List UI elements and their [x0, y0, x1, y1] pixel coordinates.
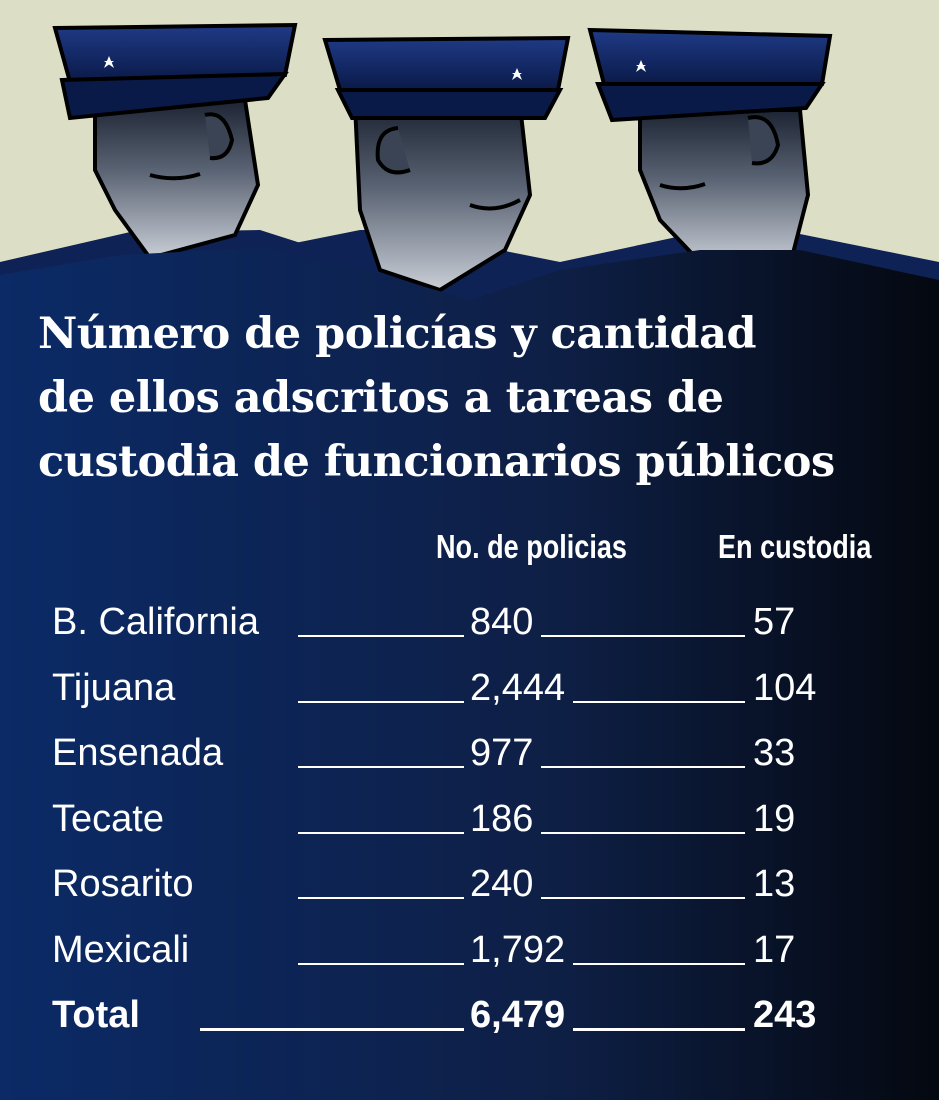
leader-line [298, 635, 464, 637]
row-label: Rosarito [52, 863, 194, 905]
police-officers-illustration [0, 22, 939, 330]
badge-icon [512, 68, 522, 80]
value-custodia: 104 [753, 666, 817, 709]
chart-title: Número de policías y cantidad de ellos a… [38, 302, 928, 494]
leader-line [298, 897, 464, 899]
table-row: Mexicali 1,792 17 [0, 925, 939, 975]
leader-line [298, 700, 464, 703]
value-custodia: 19 [753, 797, 796, 840]
table-row: Tecate 186 19 [0, 794, 939, 844]
row-label: B. California [52, 601, 259, 643]
row-label: Ensenada [52, 732, 224, 774]
badge-icon [636, 60, 646, 72]
leader-line [573, 1028, 745, 1031]
leader-line [298, 962, 464, 965]
row-label: Total [52, 994, 140, 1036]
leader-line [298, 831, 464, 834]
value-custodia: 243 [753, 994, 817, 1036]
leader-line [541, 766, 745, 768]
value-policias: 186 [470, 797, 534, 840]
value-policias: 2,444 [470, 666, 566, 709]
leader-line [541, 897, 745, 899]
value-custodia: 33 [753, 732, 796, 774]
row-label: Mexicali [52, 928, 190, 971]
row-label: Tijuana [52, 666, 176, 709]
value-custodia: 17 [753, 928, 796, 971]
value-policias: 6,479 [470, 994, 566, 1036]
column-header-custodia: En custodia [718, 528, 872, 565]
value-policias: 240 [470, 863, 534, 905]
table-row: Rosarito 240 13 [0, 859, 939, 909]
total-row: Total 6,479 243 [0, 990, 939, 1040]
title-line: Número de policías y cantidad [38, 309, 757, 359]
value-policias: 977 [470, 732, 534, 774]
table-row: B. California 840 57 [0, 597, 939, 647]
row-label: Tecate [52, 797, 164, 840]
leader-line [541, 635, 745, 637]
value-policias: 1,792 [470, 928, 566, 971]
leader-line [200, 1028, 464, 1031]
title-line: de ellos adscritos a tareas de [38, 373, 724, 423]
badge-icon [104, 56, 114, 68]
leader-line [541, 831, 745, 834]
column-header-policias: No. de policias [436, 528, 627, 565]
leader-line [573, 962, 745, 965]
table-row: Tijuana 2,444 104 [0, 663, 939, 713]
value-custodia: 57 [753, 601, 796, 643]
leader-line [298, 766, 464, 768]
value-policias: 840 [470, 601, 534, 643]
table-row: Ensenada 977 33 [0, 728, 939, 778]
title-line: custodia de funcionarios públicos [38, 437, 835, 487]
leader-line [573, 700, 745, 703]
value-custodia: 13 [753, 863, 796, 905]
